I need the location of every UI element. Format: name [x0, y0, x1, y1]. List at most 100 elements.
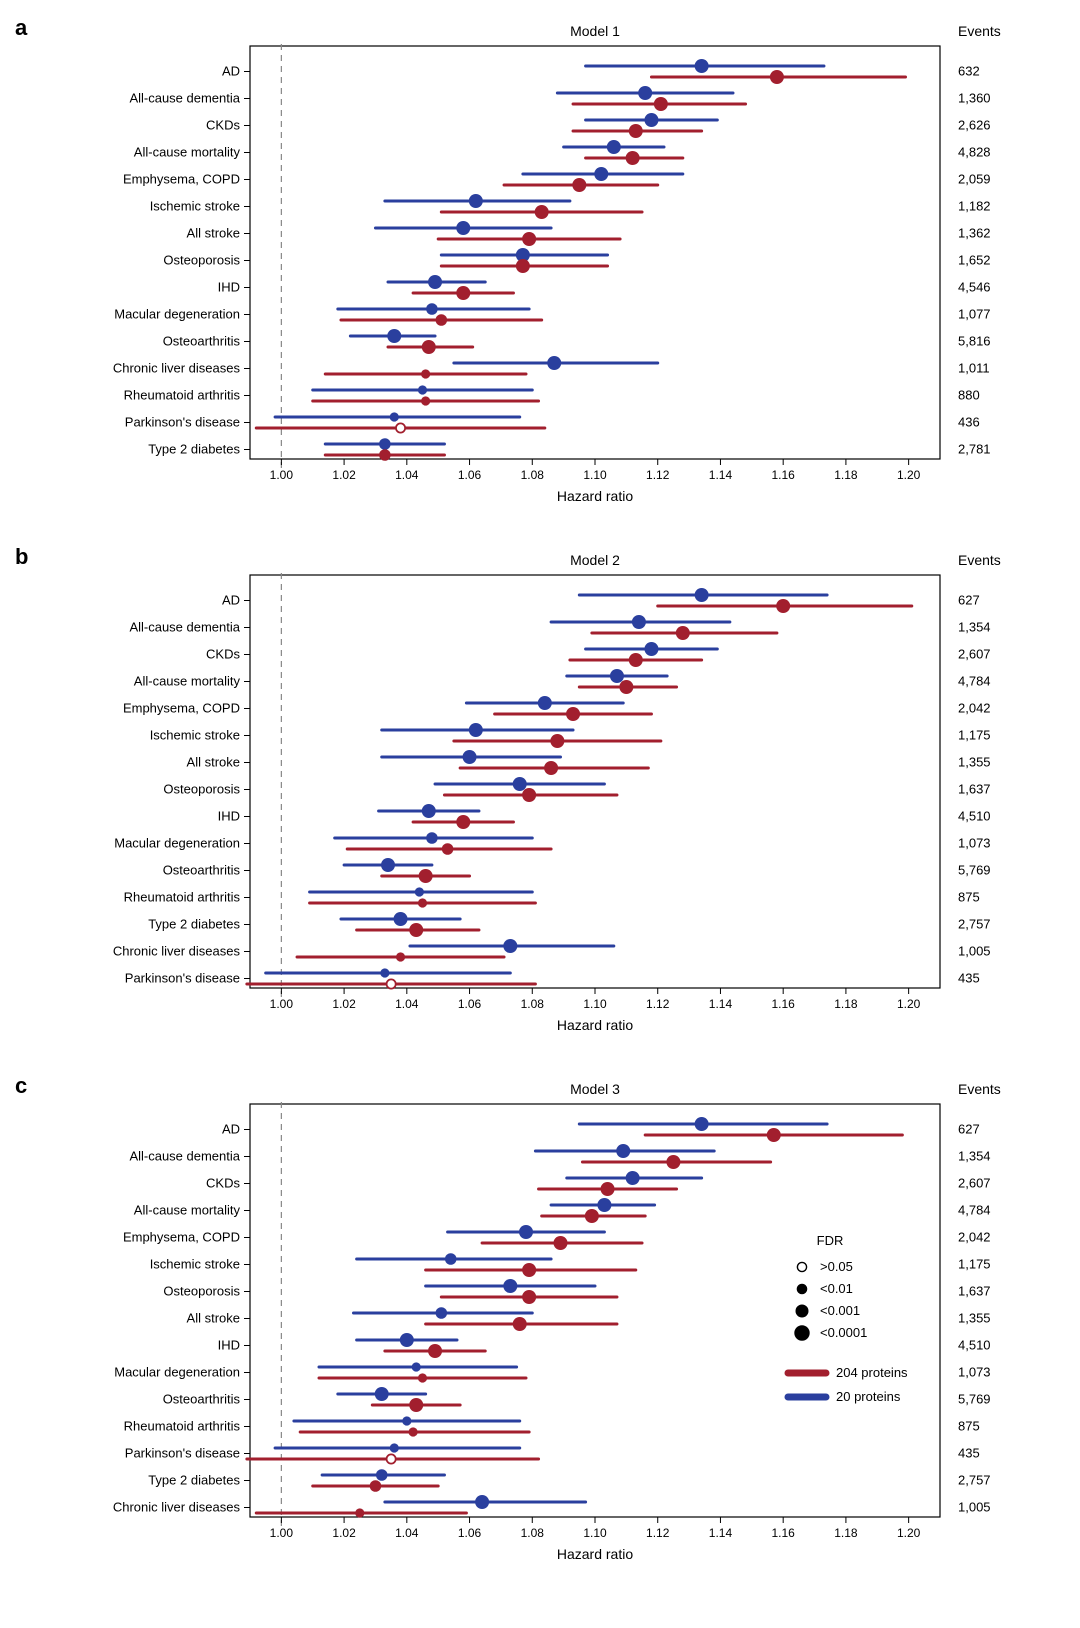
- row-events: 5,816: [958, 334, 991, 349]
- row-events: 1,011: [958, 361, 990, 376]
- hr-marker-red: [428, 1344, 442, 1358]
- x-tick-label: 1.18: [834, 997, 858, 1011]
- plot-frame: [250, 46, 940, 459]
- hr-marker-red: [654, 97, 668, 111]
- hr-marker-blue: [381, 858, 395, 872]
- hr-marker-red: [522, 232, 536, 246]
- hr-marker-blue: [463, 750, 477, 764]
- hr-marker-red: [522, 1263, 536, 1277]
- events-header: Events: [958, 23, 1001, 39]
- hr-marker-blue: [387, 329, 401, 343]
- row-events: 2,059: [958, 172, 991, 187]
- x-tick-label: 1.20: [897, 997, 921, 1011]
- hr-marker-blue: [428, 275, 442, 289]
- x-axis-label: Hazard ratio: [557, 1546, 633, 1562]
- hr-marker-red: [776, 599, 790, 613]
- legend-fdr-label: <0.001: [820, 1303, 860, 1318]
- hr-marker-blue: [380, 968, 389, 977]
- hr-marker-blue: [422, 804, 436, 818]
- row-label: Ischemic stroke: [150, 1257, 240, 1272]
- x-tick-label: 1.02: [332, 997, 356, 1011]
- hr-marker-red: [516, 259, 530, 273]
- row-label: Osteoarthritis: [163, 1392, 241, 1407]
- row-label: Parkinson's disease: [125, 971, 240, 986]
- row-events: 1,637: [958, 1284, 991, 1299]
- hr-marker-blue: [426, 303, 438, 315]
- x-tick-label: 1.04: [395, 1526, 419, 1540]
- x-tick-label: 1.08: [521, 468, 545, 482]
- hr-marker-red: [409, 1398, 423, 1412]
- x-tick-label: 1.10: [583, 997, 607, 1011]
- row-label: Ischemic stroke: [150, 728, 240, 743]
- plot-svg: Model 3Events1.001.021.041.061.081.101.1…: [20, 1078, 1060, 1572]
- hr-marker-red: [566, 707, 580, 721]
- x-axis-label: Hazard ratio: [557, 1017, 633, 1033]
- row-events: 1,637: [958, 782, 991, 797]
- hr-marker-blue: [519, 1225, 533, 1239]
- row-label: Macular degeneration: [114, 307, 240, 322]
- hr-marker-blue: [390, 1443, 399, 1452]
- hr-marker-blue: [503, 1279, 517, 1293]
- row-label: Parkinson's disease: [125, 415, 240, 430]
- plot-frame: [250, 575, 940, 988]
- x-tick-label: 1.12: [646, 1526, 670, 1540]
- row-events: 1,354: [958, 1149, 991, 1164]
- legend-fdr-label: <0.01: [820, 1281, 853, 1296]
- row-label: Macular degeneration: [114, 836, 240, 851]
- x-tick-label: 1.12: [646, 468, 670, 482]
- row-events: 2,757: [958, 917, 991, 932]
- x-tick-label: 1.00: [270, 997, 294, 1011]
- row-events: 1,652: [958, 253, 991, 268]
- row-events: 875: [958, 890, 980, 905]
- x-tick-label: 1.16: [772, 468, 796, 482]
- hr-marker-red: [355, 1508, 364, 1517]
- panel-title: Model 1: [570, 23, 620, 39]
- row-events: 2,042: [958, 1230, 991, 1245]
- row-label: Rheumatoid arthritis: [124, 890, 241, 905]
- x-tick-label: 1.00: [270, 1526, 294, 1540]
- plot-svg: Model 1Events1.001.021.041.061.081.101.1…: [20, 20, 1060, 514]
- hr-marker-red: [418, 898, 427, 907]
- row-events: 1,077: [958, 307, 991, 322]
- row-label: Rheumatoid arthritis: [124, 1419, 241, 1434]
- panel-title: Model 2: [570, 552, 620, 568]
- hr-marker-red: [456, 815, 470, 829]
- row-label: AD: [222, 593, 240, 608]
- hr-marker-blue: [513, 777, 527, 791]
- plot-svg: Model 2Events1.001.021.041.061.081.101.1…: [20, 549, 1060, 1043]
- hr-marker-red: [666, 1155, 680, 1169]
- x-tick-label: 1.02: [332, 468, 356, 482]
- row-events: 627: [958, 593, 980, 608]
- row-events: 1,175: [958, 1257, 991, 1272]
- row-events: 1,354: [958, 620, 991, 635]
- hr-marker-blue: [376, 1469, 388, 1481]
- row-label: Ischemic stroke: [150, 199, 240, 214]
- row-label: Macular degeneration: [114, 1365, 240, 1380]
- legend-fdr-marker: [796, 1305, 808, 1317]
- row-label: CKDs: [206, 118, 240, 133]
- row-label: IHD: [218, 809, 240, 824]
- panel-letter: a: [15, 15, 27, 41]
- x-tick-label: 1.18: [834, 1526, 858, 1540]
- hr-marker-red: [629, 653, 643, 667]
- hr-marker-blue: [426, 832, 438, 844]
- hr-marker-blue: [610, 669, 624, 683]
- hr-marker-blue: [436, 1307, 448, 1319]
- forest-plot-panel-a: aModel 1Events1.001.021.041.061.081.101.…: [20, 20, 1060, 514]
- hr-marker-red: [396, 952, 405, 961]
- hr-marker-red: [522, 1290, 536, 1304]
- hr-marker-red: [442, 843, 454, 855]
- hr-marker-red: [387, 1454, 396, 1463]
- hr-marker-red: [601, 1182, 615, 1196]
- legend-fdr-label: <0.0001: [820, 1325, 867, 1340]
- hr-marker-red: [544, 761, 558, 775]
- row-events: 2,607: [958, 647, 991, 662]
- row-label: All-cause mortality: [134, 674, 241, 689]
- hr-marker-blue: [626, 1171, 640, 1185]
- x-tick-label: 1.06: [458, 468, 482, 482]
- forest-plot-panel-c: cModel 3Events1.001.021.041.061.081.101.…: [20, 1078, 1060, 1572]
- hr-marker-red: [550, 734, 564, 748]
- hr-marker-red: [387, 979, 396, 988]
- row-label: All-cause mortality: [134, 1203, 241, 1218]
- hr-marker-red: [535, 205, 549, 219]
